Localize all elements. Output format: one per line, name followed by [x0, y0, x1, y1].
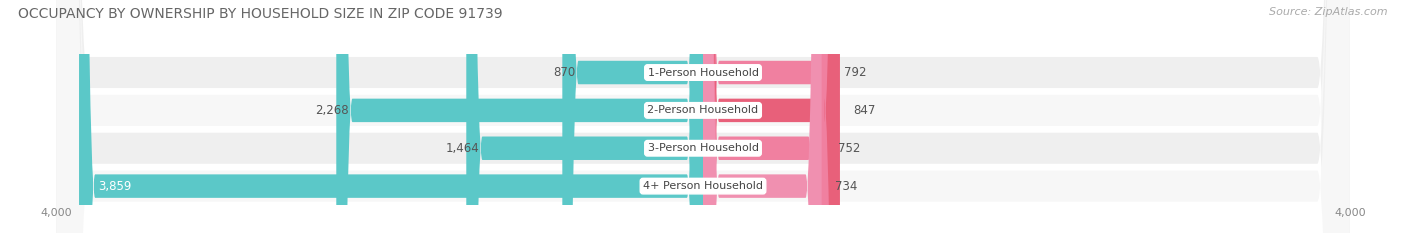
FancyBboxPatch shape: [336, 0, 703, 233]
Text: 2-Person Household: 2-Person Household: [647, 105, 759, 115]
FancyBboxPatch shape: [703, 0, 824, 233]
FancyBboxPatch shape: [56, 0, 1350, 233]
Text: 734: 734: [835, 180, 858, 193]
Text: 4+ Person Household: 4+ Person Household: [643, 181, 763, 191]
Text: 847: 847: [853, 104, 876, 117]
FancyBboxPatch shape: [56, 0, 1350, 233]
Text: 1,464: 1,464: [446, 142, 479, 155]
FancyBboxPatch shape: [56, 0, 1350, 233]
FancyBboxPatch shape: [703, 0, 821, 233]
Text: 3,859: 3,859: [98, 180, 132, 193]
FancyBboxPatch shape: [79, 0, 703, 233]
Text: 752: 752: [838, 142, 860, 155]
Text: Source: ZipAtlas.com: Source: ZipAtlas.com: [1270, 7, 1388, 17]
Text: 870: 870: [553, 66, 575, 79]
Text: 792: 792: [844, 66, 866, 79]
FancyBboxPatch shape: [467, 0, 703, 233]
FancyBboxPatch shape: [562, 0, 703, 233]
Text: 3-Person Household: 3-Person Household: [648, 143, 758, 153]
Text: OCCUPANCY BY OWNERSHIP BY HOUSEHOLD SIZE IN ZIP CODE 91739: OCCUPANCY BY OWNERSHIP BY HOUSEHOLD SIZE…: [18, 7, 503, 21]
FancyBboxPatch shape: [703, 0, 831, 233]
FancyBboxPatch shape: [56, 0, 1350, 233]
FancyBboxPatch shape: [703, 0, 839, 233]
Text: 2,268: 2,268: [315, 104, 349, 117]
Text: 1-Person Household: 1-Person Household: [648, 68, 758, 78]
